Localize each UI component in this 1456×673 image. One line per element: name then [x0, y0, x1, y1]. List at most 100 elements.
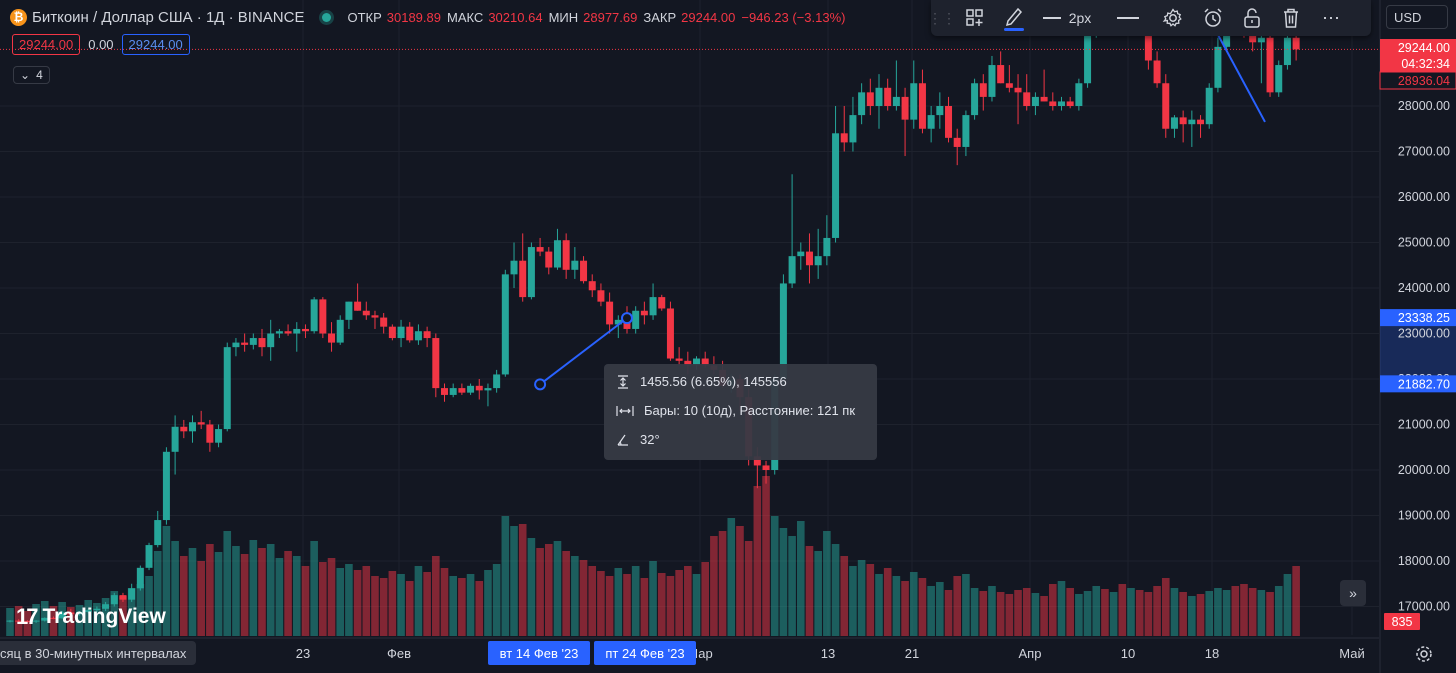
candle-body — [188, 422, 196, 432]
candle-body — [475, 385, 483, 391]
candle-body — [901, 96, 909, 120]
countdown-label-bg — [1380, 55, 1456, 72]
alarm-add-icon[interactable] — [1193, 0, 1233, 36]
candle-body — [267, 333, 275, 348]
volume-bar — [605, 576, 614, 636]
candle-body — [284, 331, 292, 334]
last-price-label-bg — [1380, 39, 1456, 56]
candle-body — [406, 326, 414, 341]
scroll-to-realtime-button[interactable]: » — [1340, 580, 1366, 606]
volume-bar — [171, 541, 179, 636]
volume-bar — [232, 546, 240, 636]
measure-tooltip: 1455.56 (6.65%), 145556 Бары: 10 (10д), … — [604, 364, 877, 460]
candle-body — [102, 604, 110, 609]
tradingview-logo[interactable]: 17 TradingView — [16, 604, 166, 630]
candle-body — [76, 611, 84, 615]
volume-bar — [75, 605, 84, 636]
candle-body — [449, 388, 457, 395]
volume-bar — [875, 574, 883, 636]
tradingview-mark-icon: 17 — [16, 604, 39, 629]
last-price-label: 29244.00 — [1398, 41, 1450, 55]
unlock-icon[interactable] — [1233, 0, 1271, 36]
volume-bar — [936, 582, 944, 636]
candle-body — [1249, 33, 1257, 43]
volume-bar — [327, 558, 336, 636]
candle-body — [814, 256, 822, 266]
line-color-button[interactable] — [997, 0, 1031, 36]
volume-bar — [188, 548, 197, 636]
volume-bar — [1083, 591, 1092, 636]
interval-note[interactable]: сяц в 30-минутных интервалах — [0, 641, 197, 665]
drag-handle-icon[interactable]: ⋮⋮ — [928, 9, 956, 26]
candle-body — [658, 297, 666, 309]
candle-body — [840, 133, 848, 143]
candle-body — [6, 620, 14, 622]
indicators-toggle[interactable]: ⌄ 4 — [13, 66, 50, 84]
trash-icon[interactable] — [1271, 0, 1311, 36]
x-tick-label: 10 — [1121, 646, 1135, 661]
line-width-button[interactable]: 2px — [1031, 0, 1103, 36]
candle-body — [136, 567, 144, 589]
candle-body — [328, 333, 336, 343]
candle-body — [988, 65, 996, 97]
volume-bar — [1066, 588, 1074, 636]
y-tick-label: 18000.00 — [1398, 554, 1450, 568]
price-range-icon — [618, 374, 628, 389]
buy-price-button[interactable]: 29244.00 — [121, 34, 190, 55]
candle-body — [1023, 92, 1031, 106]
candle-body — [249, 338, 257, 345]
candle-body — [562, 240, 570, 270]
volume-bar — [1040, 596, 1048, 636]
gear-icon[interactable] — [1153, 0, 1193, 36]
volume-bar — [1022, 588, 1031, 636]
candle-body — [32, 620, 40, 622]
volume-bar — [527, 538, 536, 636]
candle-body — [371, 315, 379, 318]
drawing-toolbar: ⋮⋮ 2px ⋯ — [928, 0, 1371, 36]
currency-select[interactable]: USD — [1386, 5, 1448, 29]
volume-bar — [649, 561, 657, 636]
templates-icon[interactable] — [953, 0, 997, 36]
volume-bar — [1170, 588, 1179, 636]
countdown-label: 04:32:34 — [1401, 57, 1450, 71]
volume-bar — [1196, 594, 1205, 636]
volume-bar — [996, 592, 1005, 636]
volume-bar — [1075, 594, 1083, 636]
date-pill-end: пт 24 Фев '23 — [594, 641, 696, 665]
volume-bar — [1153, 586, 1161, 636]
line-style-button[interactable] — [1103, 0, 1153, 36]
volume-bar — [1248, 588, 1257, 636]
price-row: 29244.00 0.00 29244.00 — [12, 34, 190, 55]
volume-bar — [423, 572, 431, 636]
chart-settings-icon[interactable] — [1414, 644, 1434, 664]
volume-bar — [744, 541, 753, 636]
volume-bar — [1135, 590, 1144, 636]
candle-body — [145, 545, 153, 568]
marker-label-bg — [1379, 71, 1456, 90]
candle-body — [701, 358, 709, 366]
candle-body — [493, 374, 501, 389]
volume-bar — [544, 544, 553, 636]
volume-bar — [127, 588, 136, 636]
volume-bar — [710, 536, 718, 636]
axis-range-band — [1380, 318, 1456, 385]
volume-bar — [101, 598, 110, 636]
candle-body — [119, 595, 127, 600]
more-icon[interactable]: ⋯ — [1322, 7, 1340, 28]
volume-bar — [93, 603, 101, 636]
candle-body — [1031, 96, 1039, 106]
candle-body — [979, 83, 987, 97]
candle-body — [1049, 101, 1057, 106]
x-tick-label: 13 — [821, 646, 835, 661]
candle-body — [258, 338, 266, 348]
volume-bar — [240, 554, 249, 636]
symbol-legend: ₿ Биткоин / Доллар США · 1Д · BINANCE ОТ… — [10, 6, 851, 28]
volume-bar — [484, 570, 492, 636]
symbol-title[interactable]: Биткоин / Доллар США · 1Д · BINANCE — [32, 8, 305, 26]
change-value: −946.23 (−3.13%) — [741, 9, 846, 25]
sell-price-button[interactable]: 29244.00 — [12, 34, 81, 55]
volume-bar — [1188, 596, 1196, 636]
low-label: МИН — [548, 9, 579, 25]
candle-body — [1205, 87, 1213, 125]
